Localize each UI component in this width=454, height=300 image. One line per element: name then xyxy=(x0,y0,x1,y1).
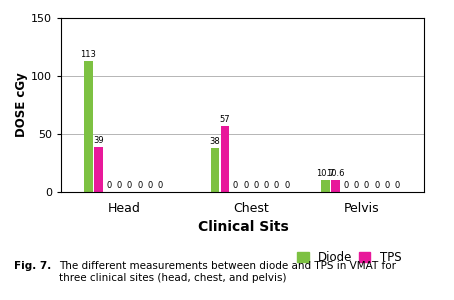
Text: 10.7: 10.7 xyxy=(316,169,335,178)
Bar xyxy=(211,148,219,192)
Text: 0: 0 xyxy=(243,181,248,190)
Text: 0: 0 xyxy=(158,181,163,190)
Legend: Diode, TPS: Diode, TPS xyxy=(292,247,406,269)
Y-axis label: DOSE cGy: DOSE cGy xyxy=(15,73,29,137)
Text: 38: 38 xyxy=(209,137,220,146)
Text: The different measurements between diode and TPS in VMAT for
three clinical site: The different measurements between diode… xyxy=(59,261,396,283)
Text: 0: 0 xyxy=(284,181,289,190)
Text: 0: 0 xyxy=(343,181,349,190)
Bar xyxy=(84,61,93,192)
Text: Fig. 7.: Fig. 7. xyxy=(14,261,51,271)
Bar xyxy=(331,180,340,192)
Text: 10.6: 10.6 xyxy=(326,169,345,178)
Text: 0: 0 xyxy=(127,181,132,190)
X-axis label: Clinical Sits: Clinical Sits xyxy=(197,220,288,234)
Text: 39: 39 xyxy=(94,136,104,145)
Text: 0: 0 xyxy=(374,181,380,190)
Text: 0: 0 xyxy=(274,181,279,190)
Text: 0: 0 xyxy=(364,181,369,190)
Text: 0: 0 xyxy=(264,181,269,190)
Text: 57: 57 xyxy=(220,115,231,124)
Text: 113: 113 xyxy=(81,50,96,59)
Bar xyxy=(321,180,330,192)
Text: 0: 0 xyxy=(233,181,238,190)
Bar xyxy=(94,147,103,192)
Text: 0: 0 xyxy=(385,181,390,190)
Text: 0: 0 xyxy=(395,181,400,190)
Text: 0: 0 xyxy=(117,181,122,190)
Bar xyxy=(221,126,229,192)
Text: 0: 0 xyxy=(354,181,359,190)
Text: 0: 0 xyxy=(253,181,258,190)
Text: 0: 0 xyxy=(137,181,143,190)
Text: 0: 0 xyxy=(148,181,153,190)
Text: 0: 0 xyxy=(106,181,112,190)
